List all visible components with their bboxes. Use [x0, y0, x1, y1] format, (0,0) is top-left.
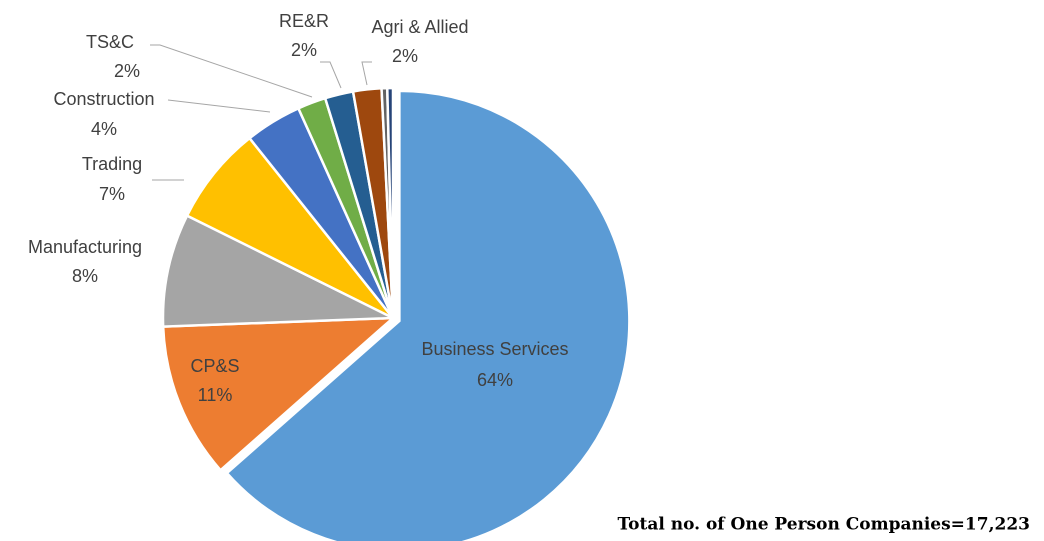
slice-value: 4%: [91, 119, 117, 139]
slice-value: 64%: [477, 370, 513, 390]
leader-line: [361, 61, 372, 86]
annotation: Total no. of One Person Companies=17,223: [617, 515, 1030, 535]
slice-label: CP&S: [190, 356, 239, 376]
slice-label: Agri & Allied: [371, 17, 468, 37]
pie-slice: [225, 89, 631, 541]
leader-line: [167, 99, 271, 113]
slice-label: Business Services: [421, 339, 568, 359]
slice-value: 2%: [114, 61, 140, 81]
slice-label: Trading: [82, 154, 142, 174]
pie-slice: [161, 316, 397, 472]
slice-label: RE&R: [279, 11, 329, 31]
slice-value: 2%: [392, 46, 418, 66]
slice-value: 7%: [99, 184, 125, 204]
slice-value: 8%: [72, 266, 98, 286]
slice-label: TS&C: [86, 32, 134, 52]
leader-line: [320, 61, 342, 89]
pie-slice: [385, 86, 395, 319]
slice-label: Manufacturing: [28, 237, 142, 257]
pie-slice: [161, 213, 394, 328]
leader-line: [150, 44, 313, 98]
slice-value: 11%: [198, 385, 233, 405]
slice-value: 2%: [291, 40, 317, 60]
slice-label: Construction: [53, 89, 154, 109]
